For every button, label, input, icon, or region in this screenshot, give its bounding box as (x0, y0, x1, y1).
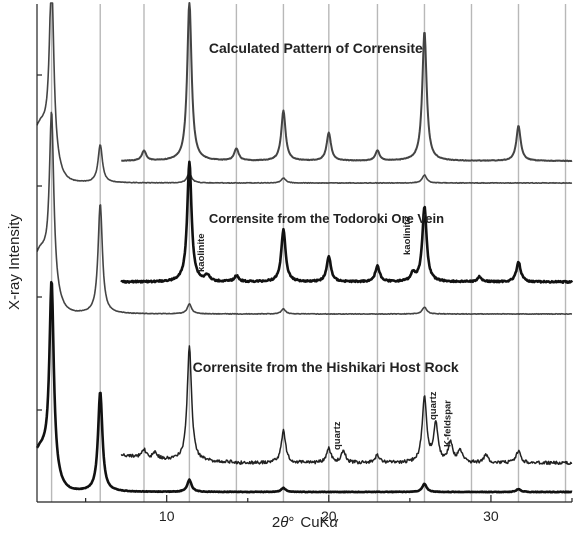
annotation-7: quartz (428, 391, 439, 420)
trace-2 (36, 2, 573, 185)
x-label-alpha: α (330, 514, 339, 531)
trace-3 (120, 160, 574, 284)
annotation-5: Corrensite from the Hishikari Host Rock (193, 359, 459, 375)
diffraction-traces (35, 2, 574, 494)
trace-4 (36, 111, 573, 316)
annotations: Calculated Pattern of Corrensite Corrensi… (193, 40, 459, 450)
annotation-8: K-feldspar (442, 400, 453, 447)
annotation-2: Corrensite from the Todoroki Ore Vein (209, 211, 444, 226)
plot-frame (36, 4, 572, 503)
x-label-degree: ° (288, 514, 294, 531)
x-tick-label-10: 10 (159, 508, 175, 524)
annotation-1: Calculated Pattern of Corrensite (209, 40, 423, 56)
trace-1 (120, 2, 573, 163)
x-tick-label-30: 30 (483, 508, 499, 524)
x-axis-ticks: 10 20 30 (85, 495, 573, 524)
x-axis-label: 2θ° CuKα (272, 514, 339, 531)
trace-6 (35, 280, 573, 494)
x-label-2: 2 (272, 514, 280, 531)
y-axis-label: X-ray Intensity (6, 214, 23, 310)
annotation-3: kaolinite (196, 233, 207, 272)
annotation-4: kaolinite (402, 216, 413, 255)
x-label-cuk: CuK (300, 514, 329, 531)
x-label-theta: θ (280, 514, 288, 531)
reference-lines (50, 4, 567, 502)
trace-5 (120, 345, 573, 466)
x-tick-label-20: 20 (321, 508, 337, 524)
annotation-6: quartz (332, 421, 343, 450)
